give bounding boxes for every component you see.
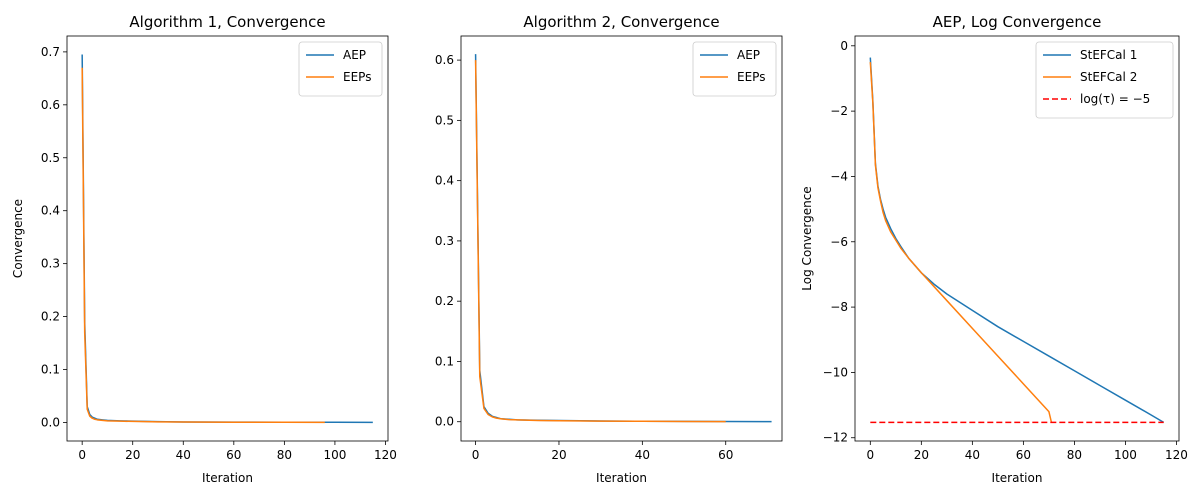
x-tick-label: 120: [374, 448, 397, 462]
x-axis-label: Iteration: [202, 471, 253, 485]
legend-label-1: AEP: [737, 48, 760, 62]
legend: AEP EEPs: [298, 41, 383, 97]
y-tick-label: 0.2: [41, 310, 60, 324]
x-tick-label: 80: [1067, 448, 1082, 462]
x-tick-label: 0: [78, 448, 86, 462]
series-line-1: [81, 54, 373, 424]
legend: AEP EEPs: [692, 41, 777, 97]
y-tick-label: −2: [830, 104, 848, 118]
legend-label-2: EEPs: [737, 70, 765, 84]
chart-title: Algorithm 2, Convergence: [523, 13, 719, 31]
y-tick-label: −8: [830, 300, 848, 314]
x-axis-label: Iteration: [596, 471, 647, 485]
legend-label-2: EEPs: [343, 70, 371, 84]
y-tick-label: 0.0: [435, 415, 454, 429]
chart-panel-1: 0 20 40 60 80 100 120 0.0 0.1 0.2 0.3 0.4 0.5 0.6 0.7 A…: [11, 13, 397, 485]
y-tick-label: 0.5: [41, 151, 60, 165]
x-tick-label: 100: [323, 448, 346, 462]
legend-frame: [298, 41, 383, 97]
y-tick-label: −10: [823, 365, 848, 379]
y-tick-label: 0.1: [41, 363, 60, 377]
x-tick-label: 0: [866, 448, 874, 462]
x-tick-label: 40: [176, 448, 191, 462]
y-tick-label: 0.0: [41, 415, 60, 429]
x-tick-label: 60: [718, 448, 733, 462]
series-group: [474, 54, 772, 423]
legend: StEFCal 1 StEFCal 2 log(τ) = −5: [1035, 41, 1174, 119]
x-tick-label: 80: [277, 448, 292, 462]
x-tick-label: 40: [965, 448, 980, 462]
series-group: [81, 54, 373, 424]
series-line-2: [474, 60, 726, 423]
y-axis-label: Convergence: [11, 199, 25, 278]
y-tick-label: 0.6: [41, 98, 60, 112]
legend-label-2: StEFCal 2: [1080, 70, 1137, 84]
plot-frame: [66, 35, 389, 442]
y-tick-label: 0.5: [435, 113, 454, 127]
y-tick-label: 0.7: [41, 45, 60, 59]
y-tick-label: 0.4: [435, 174, 454, 188]
x-tick-label: 100: [1114, 448, 1137, 462]
y-tick-label: −6: [830, 235, 848, 249]
legend-label-1: AEP: [343, 48, 366, 62]
x-tick-label: 20: [914, 448, 929, 462]
y-axis-label: Log Convergence: [800, 186, 814, 290]
y-tick-label: 0.3: [435, 234, 454, 248]
x-tick-label: 20: [125, 448, 140, 462]
y-tick-label: −4: [830, 169, 848, 183]
legend-label-3: log(τ) = −5: [1080, 92, 1150, 106]
y-tick-label: 0.1: [435, 354, 454, 368]
x-tick-label: 120: [1165, 448, 1188, 462]
y-tick-label: 0.2: [435, 294, 454, 308]
chart-panel-2: 0 20 40 60 0.0 0.1 0.2 0.3 0.4 0.5 0.6 Algorithm 2,…: [435, 13, 783, 485]
y-tick-label: 0.6: [435, 53, 454, 67]
legend-label-1: StEFCal 1: [1080, 48, 1137, 62]
y-tick-label: 0: [840, 39, 848, 53]
chart-panel-3: 0 20 40 60 80 100 120 0 −2 −4 −6 −8 −10 −12 AEP, Log C…: [800, 13, 1188, 485]
series-line-2: [81, 67, 325, 424]
y-tick-label: −12: [823, 431, 848, 445]
series-group: [869, 57, 1165, 424]
chart-title: AEP, Log Convergence: [933, 13, 1102, 31]
legend-frame: [692, 41, 777, 97]
series-line-2: [869, 62, 1053, 423]
plot-frame: [854, 35, 1180, 442]
y-tick-label: 0.4: [41, 204, 60, 218]
y-tick-label: 0.3: [41, 257, 60, 271]
x-axis-label: Iteration: [992, 471, 1043, 485]
x-tick-label: 60: [1016, 448, 1031, 462]
series-line-1: [474, 54, 772, 423]
x-tick-label: 0: [472, 448, 480, 462]
plot-frame: [460, 35, 783, 442]
x-tick-label: 60: [226, 448, 241, 462]
x-tick-label: 20: [551, 448, 566, 462]
chart-title: Algorithm 1, Convergence: [129, 13, 325, 31]
x-tick-label: 40: [635, 448, 650, 462]
